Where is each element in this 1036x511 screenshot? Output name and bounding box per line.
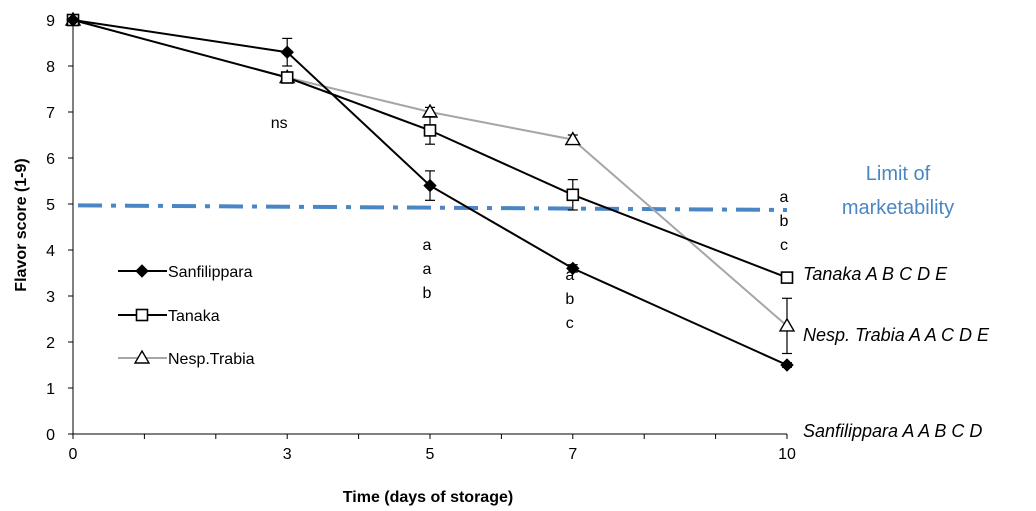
axes: 0 1 2 3 4 5 6 7 8 9 0 3 5 7 10 [46,13,796,463]
data-point-diamond [780,358,794,372]
data-point-square [423,124,437,137]
y-tick-label: 1 [46,381,55,398]
limit-line [77,203,788,212]
data-point-square [135,308,149,322]
data-point-diamond [423,178,437,193]
limit-label: marketability [842,197,954,219]
data-point-diamond [280,45,294,59]
y-tick-label: 8 [46,59,55,76]
data-point-diamond [135,264,149,278]
legend: Sanfilippara Tanaka Nesp.Trabia [118,264,255,368]
annotation-letter: b [565,291,574,308]
annotation-letter: ns [271,115,288,132]
limit-label: Limit of [866,163,931,185]
x-tick-label: 10 [778,446,796,463]
y-tick-label: 4 [46,243,55,260]
y-tick-label: 7 [46,105,55,122]
annotation-letter: b [780,213,789,230]
legend-label: Sanfilippara [168,264,253,281]
data-point-triangle [778,317,796,332]
annotation-letter: a [780,189,789,206]
data-point-square [780,271,794,284]
series-end-label: Tanaka A B C D E [803,264,948,284]
y-tick-label: 5 [46,197,55,214]
y-axis-title: Flavor score (1-9) [13,158,30,291]
series-group: Nesp. Trabia A A C D E Tanaka A B C D E Sa… [64,11,990,441]
x-tick-label: 5 [426,446,435,463]
data-point-triangle [133,349,151,364]
series-tanaka: Tanaka A B C D E [66,13,948,284]
annotation-letter: c [566,315,574,332]
data-point-diamond [566,261,580,276]
legend-label: Tanaka [168,308,220,325]
legend-item: Tanaka [118,308,220,325]
limit-of-marketability: Limit of marketability [77,163,954,219]
y-tick-label: 2 [46,335,55,352]
legend-item: Nesp.Trabia [118,349,255,368]
data-point-triangle [564,131,582,146]
data-point-diamond [66,13,80,27]
series-end-label: Sanfilippara A A B C D [803,421,982,441]
y-tick-label: 9 [46,13,55,30]
data-point-square [566,188,580,202]
y-tick-label: 6 [46,151,55,168]
annotation-letter: c [780,237,788,254]
annotation-letter: a [565,267,574,284]
x-tick-label: 3 [283,446,292,463]
legend-label: Nesp.Trabia [168,351,255,368]
y-tick-label: 0 [46,427,55,444]
series-nesp-trabia: Nesp. Trabia A A C D E [64,11,990,355]
series-end-label: Nesp. Trabia A A C D E [803,325,990,345]
x-tick-label: 7 [568,446,577,463]
x-axis-title: Time (days of storage) [343,489,513,506]
x-tick-label: 0 [69,446,78,463]
series-sanfilippara: Sanfilippara A A B C D [66,13,982,441]
y-tick-label: 3 [46,289,55,306]
annotation-letter: a [423,237,432,254]
legend-item: Sanfilippara [118,264,253,281]
annotation-letter: b [423,285,432,302]
annotation-letter: a [423,261,432,278]
data-point-square [280,71,294,84]
